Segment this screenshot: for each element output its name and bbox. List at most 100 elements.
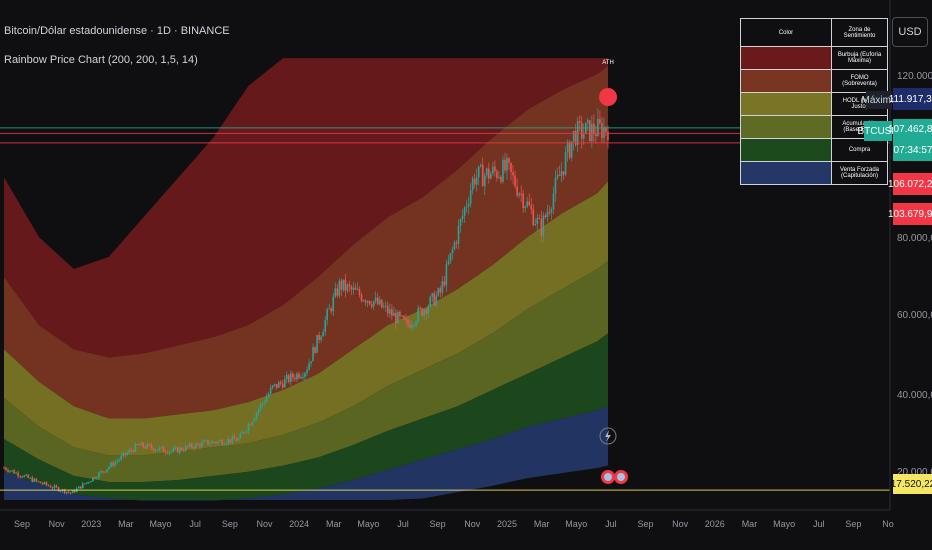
candle <box>126 452 129 456</box>
candle <box>332 296 335 312</box>
candle <box>350 286 353 290</box>
candle <box>498 177 500 179</box>
candle <box>471 178 474 191</box>
x-tick: Mayo <box>149 519 172 529</box>
x-tick: Mayo <box>357 519 380 529</box>
candle <box>401 315 403 317</box>
candle <box>340 280 343 290</box>
candle <box>524 206 526 209</box>
candle <box>292 373 294 378</box>
candle <box>5 467 7 470</box>
candle <box>494 166 496 172</box>
legend-label: FOMO (Sobreventa) <box>831 69 888 93</box>
candle <box>304 373 306 377</box>
candle <box>417 308 419 322</box>
candle <box>255 412 258 419</box>
candle <box>526 201 528 207</box>
ath-marker <box>599 88 617 106</box>
candle <box>556 174 559 178</box>
candle <box>213 441 215 443</box>
candle <box>366 300 369 303</box>
candle <box>360 295 363 302</box>
candle <box>51 487 54 489</box>
candle <box>451 249 454 254</box>
candle <box>174 447 177 449</box>
candle <box>150 444 153 449</box>
candle <box>465 206 468 208</box>
candle <box>593 123 595 135</box>
candle <box>43 482 46 485</box>
candle <box>318 334 320 341</box>
candle <box>479 164 482 167</box>
candle <box>136 443 139 445</box>
candle <box>439 288 442 293</box>
candle <box>387 305 389 314</box>
red-price-tag-1: 106.072,22 <box>888 173 932 195</box>
candle <box>538 217 541 219</box>
legend-header-zone: Zona de Sentimiento <box>831 18 888 47</box>
candle <box>195 443 197 449</box>
x-tick: Nov <box>256 519 273 529</box>
candle <box>257 409 260 413</box>
countdown-tag: 07:34:57 <box>893 139 932 161</box>
candle <box>88 482 90 484</box>
candle <box>508 158 510 163</box>
indicator-title[interactable]: Rainbow Price Chart (200, 200, 1,5, 14) <box>4 54 198 66</box>
candle <box>391 309 393 316</box>
candle <box>156 449 159 451</box>
candle <box>185 445 187 451</box>
candle <box>35 478 38 482</box>
candle <box>320 336 322 341</box>
max-label-tag: Máximo <box>862 91 897 109</box>
candle <box>158 447 161 450</box>
candle <box>227 439 230 444</box>
candle <box>314 347 316 353</box>
candle <box>544 215 547 218</box>
legend-swatch <box>740 115 832 139</box>
candle <box>522 193 524 209</box>
candle <box>172 448 175 452</box>
candle <box>263 402 266 404</box>
x-tick: Mar <box>326 519 342 529</box>
candle <box>591 123 593 142</box>
candle <box>312 347 314 362</box>
candle <box>362 300 365 302</box>
candle <box>247 424 250 432</box>
candle <box>506 158 508 171</box>
candle <box>409 324 411 328</box>
candle <box>552 193 555 210</box>
x-tick: Jul <box>605 519 617 529</box>
candle <box>374 297 377 302</box>
currency-button[interactable]: USD <box>892 17 928 47</box>
candle <box>500 177 502 182</box>
candle <box>104 471 106 473</box>
candle <box>370 304 373 307</box>
candle <box>290 373 292 382</box>
candle <box>245 431 248 433</box>
candle <box>574 130 577 145</box>
candle <box>162 446 165 452</box>
candle <box>570 141 573 158</box>
candle <box>607 131 609 141</box>
candle <box>31 477 34 482</box>
candle <box>13 470 15 474</box>
candle <box>459 219 462 226</box>
x-tick: Mar <box>118 519 134 529</box>
candle <box>532 209 535 226</box>
x-tick: 2024 <box>289 519 310 529</box>
candle <box>546 212 549 218</box>
candle <box>589 120 591 142</box>
candle <box>221 440 223 445</box>
candle <box>92 477 94 482</box>
x-tick: Nov <box>672 519 689 529</box>
candle <box>582 133 585 139</box>
candle <box>554 177 557 194</box>
candle <box>376 297 379 305</box>
candle <box>166 452 169 454</box>
candle <box>354 287 357 290</box>
candle <box>53 485 56 489</box>
candle <box>419 308 421 310</box>
x-tick: Sep <box>13 519 31 529</box>
candle <box>492 166 494 174</box>
band-2 <box>4 66 608 419</box>
